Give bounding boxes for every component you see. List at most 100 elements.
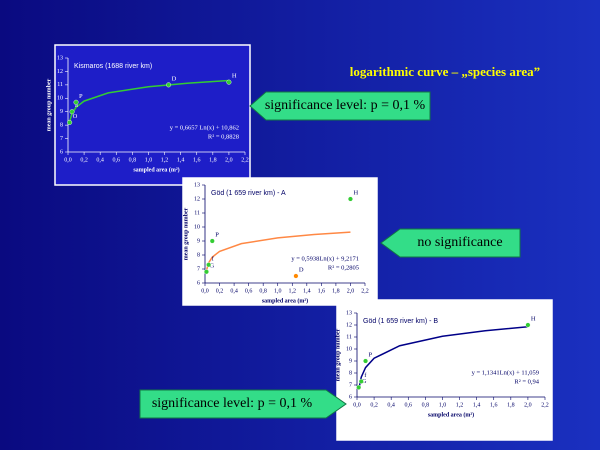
point-label: P xyxy=(79,93,83,100)
y-tick-label: 8 xyxy=(197,252,200,258)
chart: 6 7 8 9 10 11 12 13 0,0 0,2 0,4 0,6 0,8 1,0 1,2 1,4 1,6 1… xyxy=(182,177,378,306)
y-tick-label: 7 xyxy=(60,136,63,142)
y-tick-label: 10 xyxy=(346,346,352,352)
point-label: a xyxy=(75,102,78,109)
callout: significance level: p = 0,1 % xyxy=(249,91,431,121)
x-tick-label: 1,0 xyxy=(439,402,447,408)
trendline xyxy=(357,326,528,390)
y-tick-label: 13 xyxy=(346,310,352,316)
equation: y = 0,6657 Ln(x) + 10,862 xyxy=(170,124,239,131)
x-tick-label: 0,2 xyxy=(216,288,224,294)
y-axis-label: mean group number xyxy=(46,78,52,131)
x-axis-label: sampled area (m²) xyxy=(428,411,474,418)
x-tick-label: 0,0 xyxy=(64,157,72,163)
equation: y = 1,1341Ln(x) + 11,059 xyxy=(472,369,539,376)
chart-title: Kismaros (1688 river km) xyxy=(74,63,152,70)
y-tick-label: 9 xyxy=(349,358,352,364)
y-axis-label: mean group number xyxy=(335,328,341,381)
x-tick-label: 0,6 xyxy=(245,288,253,294)
y-tick-label: 12 xyxy=(194,196,200,202)
slide-title: logarithmic curve – „species area” xyxy=(350,64,540,79)
callout-text: significance level: p = 0,1 % xyxy=(152,396,313,411)
point-label: H xyxy=(531,315,536,322)
x-tick-label: 1,2 xyxy=(289,288,297,294)
data-point xyxy=(206,262,212,268)
y-tick-label: 9 xyxy=(60,109,63,115)
x-tick-label: 0,6 xyxy=(405,402,413,408)
data-point xyxy=(363,358,369,364)
x-tick-label: 0,4 xyxy=(230,288,238,294)
point-label: H xyxy=(232,73,237,80)
x-tick-label: 0,6 xyxy=(113,157,121,163)
chart-frame xyxy=(336,299,553,441)
x-tick-label: 1,8 xyxy=(332,288,340,294)
y-tick-label: 9 xyxy=(197,238,200,244)
charts: 6 7 8 9 10 11 12 13 0,0 0,2 0,4 0,6 0,8 1,0 1,2 1,4 1,6 1… xyxy=(46,44,553,441)
chart: 6 7 8 9 10 11 12 13 0,0 0,2 0,4 0,6 0,8 1,0 1,2 1,4 1,6 1… xyxy=(46,44,251,186)
x-tick-label: 1,2 xyxy=(161,157,169,163)
x-tick-label: 2,0 xyxy=(225,157,233,163)
x-axis-label: sampled area (m²) xyxy=(262,297,308,304)
callout-arrow xyxy=(139,389,347,419)
point-label: P xyxy=(369,351,373,358)
x-tick-label: 2,2 xyxy=(241,157,249,163)
data-point xyxy=(166,82,172,88)
x-tick-label: 0,8 xyxy=(422,402,430,408)
x-tick-label: 1,2 xyxy=(456,402,464,408)
callout-text: no significance xyxy=(417,235,502,250)
y-tick-label: 11 xyxy=(194,210,200,216)
x-tick-label: 0,8 xyxy=(129,157,137,163)
x-tick-label: 0,0 xyxy=(353,402,361,408)
y-tick-label: 11 xyxy=(57,82,63,88)
point-label: O xyxy=(73,113,78,120)
x-tick-label: 1,0 xyxy=(274,288,282,294)
x-tick-label: 1,6 xyxy=(318,288,326,294)
data-point xyxy=(73,99,79,105)
x-tick-label: 2,2 xyxy=(541,402,549,408)
x-tick-label: 0,2 xyxy=(370,402,378,408)
r-squared: R² = 0,2805 xyxy=(328,264,359,271)
x-tick-label: 1,6 xyxy=(193,157,201,163)
callout-arrow xyxy=(380,228,521,258)
x-tick-label: 1,4 xyxy=(303,288,311,294)
x-tick-label: 1,4 xyxy=(177,157,185,163)
point-label: P xyxy=(215,231,219,238)
y-tick-label: 13 xyxy=(194,182,200,188)
data-point xyxy=(203,269,209,275)
x-tick-label: 1,4 xyxy=(473,402,481,408)
callout: significance level: p = 0,1 % xyxy=(139,389,347,419)
x-tick-label: 1,6 xyxy=(490,402,498,408)
point-label: D xyxy=(172,75,177,82)
point-label: f xyxy=(212,255,215,262)
trendline xyxy=(205,231,351,271)
y-tick-label: 8 xyxy=(60,123,63,129)
data-point xyxy=(226,79,232,85)
point-label: D xyxy=(299,266,304,273)
r-squared: R² = 0,8828 xyxy=(208,133,239,140)
y-tick-label: 6 xyxy=(197,280,200,286)
x-tick-label: 1,8 xyxy=(209,157,217,163)
data-point xyxy=(69,109,75,115)
x-tick-label: 0,8 xyxy=(259,288,267,294)
chart-frame xyxy=(54,44,251,186)
x-tick-label: 0,0 xyxy=(201,288,209,294)
y-tick-label: 12 xyxy=(57,69,63,75)
y-axis-label: mean group number xyxy=(183,207,189,260)
data-point xyxy=(356,384,362,390)
chart-title: Göd (1 659 river km) - A xyxy=(211,190,286,197)
data-point xyxy=(67,119,73,125)
x-tick-label: 1,0 xyxy=(145,157,153,163)
data-point xyxy=(347,196,353,202)
y-tick-label: 10 xyxy=(57,96,63,102)
y-tick-label: 6 xyxy=(60,149,63,155)
chart-title: Göd (1 659 river km) - B xyxy=(363,318,438,325)
data-point xyxy=(209,238,215,244)
x-tick-label: 0,4 xyxy=(387,402,395,408)
equation: y = 0,5938Ln(x) + 9,2171 xyxy=(291,255,359,262)
callout: no significance xyxy=(380,228,521,258)
point-label: f xyxy=(364,372,367,379)
point-label: G xyxy=(362,378,367,385)
chart-frame xyxy=(182,177,378,306)
point-label: H xyxy=(353,189,358,196)
